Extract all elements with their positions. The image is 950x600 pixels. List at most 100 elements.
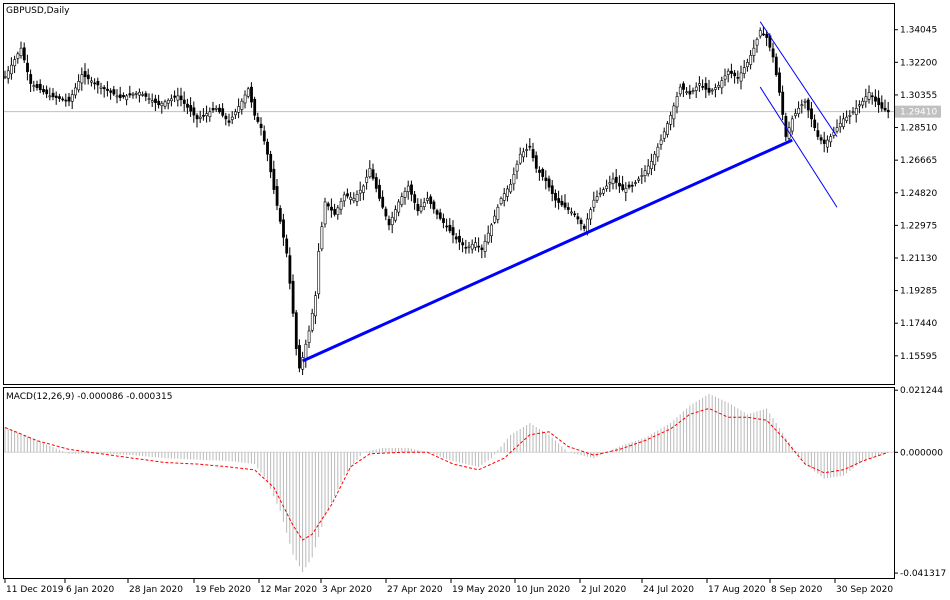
candle-body [813,119,817,129]
candle-body [374,177,378,189]
candle-body [234,111,237,116]
time-tick-label: 6 Jan 2020 [66,585,114,595]
candle-body [429,196,433,205]
candle-body [61,98,65,101]
candle-body [230,116,234,120]
candle-body [720,80,724,89]
price-chart-title: GBPUSD,Daily [6,6,70,16]
candle-body [602,189,605,194]
candle-body [115,95,119,98]
candle-body [883,107,887,111]
time-tick-label: 12 Mar 2020 [260,585,317,595]
candle-body [717,85,721,88]
candle-body [86,74,90,80]
candle-body [810,108,813,120]
candle-body [266,141,269,155]
channel-upper-line [759,21,838,137]
candle-body [358,189,362,194]
candle-body [80,74,84,84]
candle-body [227,120,231,123]
candle-body [573,213,577,216]
candle-body [278,208,282,222]
candle-body [605,185,609,189]
candle-body [74,87,77,96]
candle-body [867,92,871,100]
candle-body [134,92,138,95]
candle-body [771,48,775,58]
candle-body [509,183,513,193]
price-tick-label: 1.19285 [900,287,937,297]
candle-body [698,83,701,86]
candle-body [582,225,586,229]
candle-body [54,95,58,98]
time-tick-label: 27 Apr 2020 [387,585,443,595]
candle-body [816,130,820,137]
candle-body [166,100,170,104]
candle-body [861,100,865,106]
candle-body [515,163,519,172]
candle-body [765,33,769,38]
candle-body [6,70,10,79]
candle-body [835,127,839,132]
candle-body [170,98,173,102]
candle-body [93,82,97,85]
candle-body [221,108,225,116]
candle-body [630,184,634,187]
candle-body [694,86,698,91]
candle-body [256,117,260,122]
candle-body [435,210,439,215]
candle-body [838,123,842,128]
candle-body [518,153,522,164]
candle-body [819,137,823,141]
candle-body [531,149,535,159]
candle-body [416,203,420,212]
candle-body [58,96,61,99]
candle-body [218,107,221,113]
candle-body [624,188,628,193]
time-tick-label: 19 Feb 2020 [195,585,251,595]
candle-body [461,242,465,246]
candle-body [544,177,548,182]
candle-body [179,95,183,101]
candle-body [48,95,52,98]
candle-body [880,102,884,109]
candle-body [141,94,145,96]
candle-body [726,70,730,75]
candle-body [365,176,369,183]
macd-signal-line [4,407,889,541]
candle-body [368,168,372,178]
candle-body [691,90,695,92]
candle-body [710,89,714,92]
candle-body [438,212,442,219]
candle-body [186,103,189,108]
candle-body [464,246,468,249]
candle-body [176,95,180,101]
candle-body [826,139,829,148]
time-tick-label: 30 Sep 2020 [836,585,893,595]
candle-body [669,115,673,125]
candle-body [106,88,109,91]
candle-body [851,111,855,114]
candle-body [390,216,394,226]
candle-body [333,209,337,215]
candle-body [560,200,564,206]
candle-body [870,95,874,98]
candle-body [490,224,493,237]
candle-body [3,76,7,78]
candle-body [413,194,417,203]
candle-body [467,245,471,248]
time-tick-label: 17 Aug 2020 [708,585,766,595]
price-plot-area [3,21,894,376]
price-tick-label: 1.34045 [900,26,937,36]
price-tick-label: 1.15595 [900,352,937,362]
candle-body [522,151,525,158]
candle-body [707,87,711,93]
candle-body [406,185,410,192]
candle-body [323,201,327,225]
candle-body [470,244,474,250]
candle-body [614,176,618,183]
candle-body [442,218,445,223]
candle-body [445,225,449,228]
candle-body [762,33,765,36]
time-tick-label: 2 Jul 2020 [581,585,626,595]
